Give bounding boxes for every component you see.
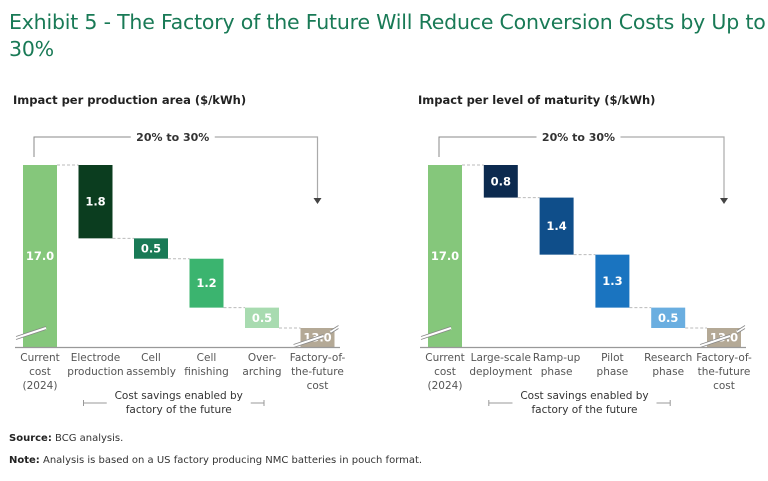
waterfall-chart-maturity: 17.0 Current cost (2024) 0.8 Large-scale deplo…: [420, 131, 752, 416]
category-label: (2024): [428, 380, 463, 392]
axis-break-line: [699, 334, 731, 345]
axis-break-line: [736, 325, 746, 331]
axis-break-mask: [420, 326, 452, 340]
bar-value-label: 0.5: [658, 311, 678, 325]
source-note: Source: BCG analysis.: [9, 433, 123, 444]
bar-2: [134, 238, 168, 259]
category-label: Research: [644, 352, 692, 364]
category-label: Ramp-up: [533, 352, 581, 364]
axis-break-line: [293, 337, 324, 348]
bar-value-label: 0.5: [141, 242, 161, 256]
axis-break-line: [330, 328, 339, 334]
category-label: Electrode: [71, 352, 121, 364]
bar-3: [189, 258, 224, 308]
bar-value-label: 1.3: [602, 274, 622, 288]
bracket-line-right: [214, 136, 319, 199]
category-label: Factory-of-: [290, 352, 346, 364]
axis-break-line: [420, 329, 452, 340]
group-label: Cost savings enabled by: [115, 390, 243, 402]
bar-value-label: 0.5: [252, 311, 272, 325]
category-label: Pilot: [601, 352, 623, 364]
category-label: deployment: [469, 366, 532, 378]
category-label: arching: [242, 366, 281, 378]
category-label: phase: [541, 366, 573, 378]
category-label: (2024): [23, 380, 58, 392]
bracket-line-left: [438, 136, 537, 157]
bracket-label: 20% to 30%: [542, 131, 615, 144]
bar-value-label: 17.0: [26, 249, 54, 263]
axis-break-mask: [736, 325, 746, 334]
bar-value-label: 1.2: [196, 276, 216, 290]
category-label: Large-scale: [471, 352, 531, 364]
bar-4: [245, 307, 279, 328]
left-chart-title: Impact per production area ($/kWh): [13, 93, 247, 107]
bracket-label: 20% to 30%: [136, 131, 209, 144]
axis-break-line: [420, 326, 452, 337]
category-label: production: [67, 366, 123, 378]
axis-break-line: [736, 328, 746, 334]
category-label: the-future: [698, 366, 751, 378]
bar-value-label: 0.8: [491, 174, 511, 188]
category-label: Current: [20, 352, 59, 364]
axis-break-line: [15, 326, 47, 337]
bar-1: [78, 165, 113, 239]
right-chart-title: Impact per level of maturity ($/kWh): [418, 93, 656, 107]
category-label: cost: [434, 366, 456, 378]
arrow-down-icon: [720, 198, 728, 204]
exhibit-title: Exhibit 5 - The Factory of the Future Wi…: [9, 10, 766, 61]
bar-3: [595, 254, 630, 308]
waterfall-chart-production-area: 17.0 Current cost (2024) 1.8 Electrode product…: [15, 131, 345, 416]
footnote: Note: Analysis is based on a US factory …: [9, 455, 422, 466]
group-label: factory of the future: [126, 404, 232, 416]
category-label: phase: [652, 366, 684, 378]
source-label: Source:: [9, 433, 52, 444]
category-label: finishing: [184, 366, 229, 378]
category-label: Over-: [248, 352, 277, 364]
category-label: assembly: [126, 366, 176, 378]
bar-0: [428, 165, 462, 347]
category-label: Current: [425, 352, 464, 364]
category-label: Factory-of-: [696, 352, 752, 364]
axis-break-mask: [293, 334, 324, 348]
axis-break-line: [699, 337, 731, 348]
category-label: phase: [597, 366, 629, 378]
axis-break-line: [330, 325, 339, 331]
axis-break-mask: [699, 334, 731, 348]
category-label: cost: [307, 380, 329, 392]
group-label: factory of the future: [531, 404, 637, 416]
bar-value-label: 1.8: [85, 195, 105, 209]
axis-break-mask: [15, 326, 47, 340]
category-label: Cell: [197, 352, 217, 364]
axis-break-line: [15, 329, 47, 340]
bracket-line-left: [33, 136, 131, 157]
group-label: Cost savings enabled by: [520, 390, 648, 402]
category-label: cost: [29, 366, 51, 378]
bar-value-label: 17.0: [431, 249, 459, 263]
bracket-line-right: [620, 136, 725, 199]
bar-0: [23, 165, 57, 347]
bar-value-label: 1.4: [546, 219, 566, 233]
source-text: BCG analysis.: [51, 433, 124, 444]
category-label: the-future: [291, 366, 344, 378]
category-label: Cell: [141, 352, 161, 364]
arrow-down-icon: [313, 198, 322, 204]
axis-break-mask: [329, 325, 340, 334]
note-label: Note:: [9, 455, 40, 466]
axis-break-line: [293, 334, 324, 345]
bar-2: [539, 197, 574, 255]
bar-1: [483, 165, 518, 198]
category-label: cost: [713, 380, 735, 392]
note-text: Analysis is based on a US factory produc…: [39, 455, 423, 466]
bar-4: [651, 307, 686, 328]
